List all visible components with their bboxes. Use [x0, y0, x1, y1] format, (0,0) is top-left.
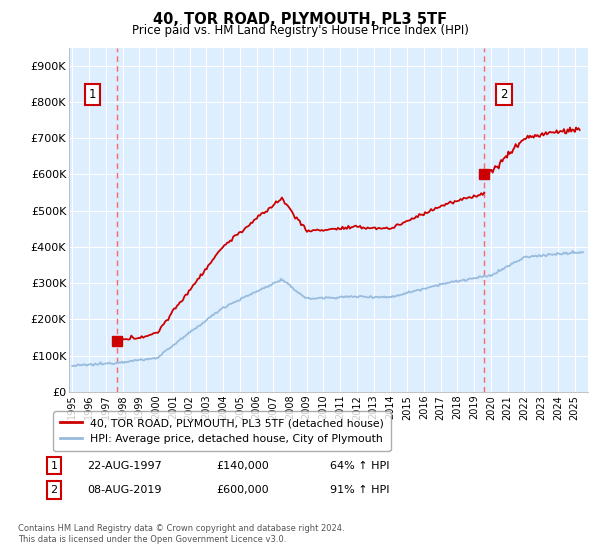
Text: Contains HM Land Registry data © Crown copyright and database right 2024.: Contains HM Land Registry data © Crown c…	[18, 524, 344, 533]
Text: £600,000: £600,000	[216, 485, 269, 495]
Legend: 40, TOR ROAD, PLYMOUTH, PL3 5TF (detached house), HPI: Average price, detached h: 40, TOR ROAD, PLYMOUTH, PL3 5TF (detache…	[53, 412, 391, 451]
Text: This data is licensed under the Open Government Licence v3.0.: This data is licensed under the Open Gov…	[18, 535, 286, 544]
Text: 2: 2	[50, 485, 58, 495]
Text: £140,000: £140,000	[216, 461, 269, 471]
Text: 64% ↑ HPI: 64% ↑ HPI	[330, 461, 389, 471]
Text: 91% ↑ HPI: 91% ↑ HPI	[330, 485, 389, 495]
Text: 1: 1	[50, 461, 58, 471]
Text: 2: 2	[500, 88, 508, 101]
Text: Price paid vs. HM Land Registry's House Price Index (HPI): Price paid vs. HM Land Registry's House …	[131, 24, 469, 36]
Text: 40, TOR ROAD, PLYMOUTH, PL3 5TF: 40, TOR ROAD, PLYMOUTH, PL3 5TF	[153, 12, 447, 27]
Text: 22-AUG-1997: 22-AUG-1997	[87, 461, 162, 471]
Text: 08-AUG-2019: 08-AUG-2019	[87, 485, 161, 495]
Text: 1: 1	[89, 88, 96, 101]
